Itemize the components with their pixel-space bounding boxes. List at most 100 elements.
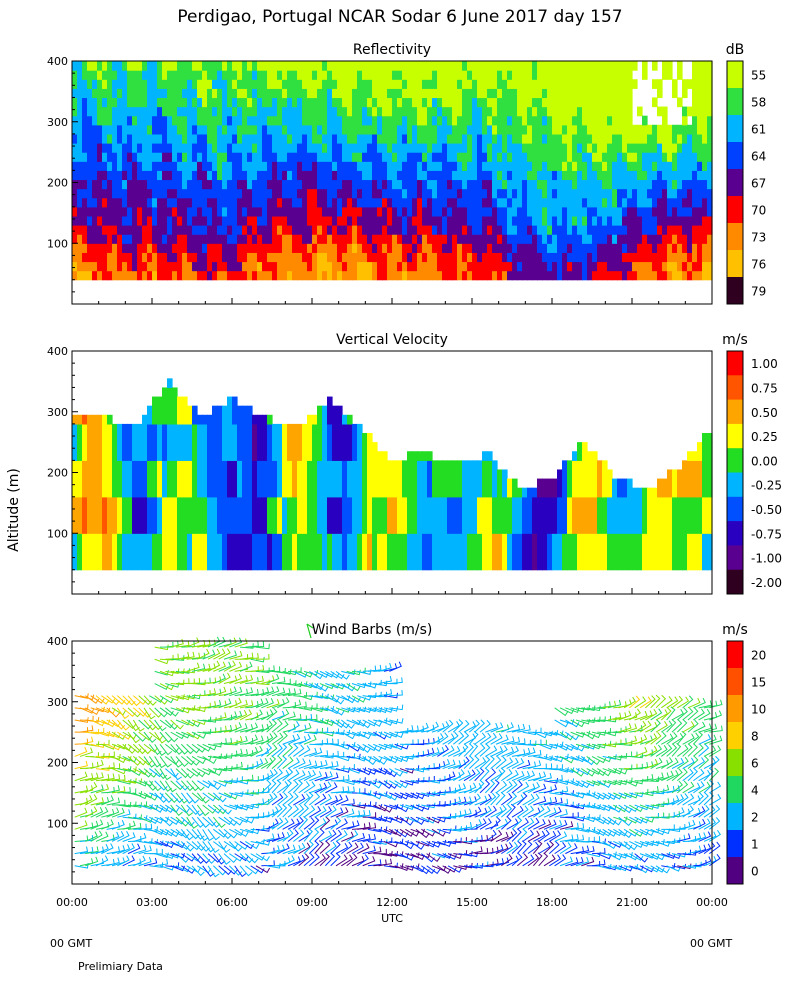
reflectivity-cell — [627, 252, 633, 263]
reflectivity-cell — [312, 261, 318, 272]
velocity-cell — [312, 487, 318, 498]
velocity-cell — [187, 487, 193, 498]
velocity-cell — [137, 487, 143, 498]
reflectivity-cell — [367, 206, 373, 217]
velocity-cell — [302, 505, 308, 516]
reflectivity-cell — [217, 61, 223, 71]
reflectivity-cell — [357, 243, 363, 253]
reflectivity-cell — [412, 106, 418, 117]
velocity-cell — [332, 414, 338, 425]
reflectivity-cell — [317, 115, 323, 126]
velocity-cell — [497, 515, 503, 525]
velocity-cell — [287, 423, 293, 434]
reflectivity-cell — [442, 215, 448, 226]
velocity-cell — [247, 469, 253, 480]
reflectivity-cell — [567, 234, 573, 244]
reflectivity-cell — [342, 188, 348, 199]
velocity-cell — [102, 451, 108, 461]
reflectivity-cell — [252, 243, 258, 253]
velocity-cell — [237, 542, 243, 553]
velocity-cell — [287, 505, 293, 516]
velocity-cell — [257, 487, 263, 498]
velocity-cell — [367, 451, 373, 461]
reflectivity-cell — [187, 252, 193, 263]
reflectivity-cell — [352, 234, 358, 244]
reflectivity-cell — [632, 243, 638, 253]
reflectivity-cell — [447, 206, 453, 217]
velocity-cell — [92, 487, 98, 498]
velocity-cell — [632, 515, 638, 525]
reflectivity-cell — [667, 197, 673, 208]
reflectivity-cell — [582, 97, 588, 108]
reflectivity-cell — [547, 188, 553, 199]
reflectivity-cell — [202, 243, 208, 253]
velocity-cell — [202, 423, 208, 434]
reflectivity-cell — [472, 61, 478, 71]
reflectivity-cell — [287, 225, 293, 235]
reflectivity-cell — [82, 252, 88, 263]
reflectivity-cell — [132, 188, 138, 199]
velocity-cell — [112, 505, 118, 516]
reflectivity-cell — [262, 252, 268, 263]
velocity-cell — [162, 496, 168, 507]
reflectivity-cell — [642, 161, 648, 171]
reflectivity-cell — [662, 252, 668, 263]
reflectivity-cell — [312, 124, 318, 135]
velocity-cell — [132, 487, 138, 498]
reflectivity-cell — [642, 61, 648, 71]
reflectivity-cell — [297, 152, 303, 162]
reflectivity-cell — [402, 143, 408, 153]
reflectivity-cell — [177, 106, 183, 117]
reflectivity-cell — [502, 97, 508, 108]
velocity-cell — [332, 533, 338, 543]
reflectivity-cell — [417, 152, 423, 162]
reflectivity-cell — [137, 261, 143, 272]
reflectivity-cell — [697, 197, 703, 208]
velocity-cell — [232, 433, 238, 443]
reflectivity-cell — [192, 70, 198, 80]
reflectivity-cell — [117, 161, 123, 171]
reflectivity-cell — [677, 124, 683, 135]
velocity-cell — [77, 460, 83, 471]
reflectivity-cell — [457, 124, 463, 135]
reflectivity-cell — [607, 206, 613, 217]
reflectivity-cell — [392, 115, 398, 126]
reflectivity-cell — [422, 61, 428, 71]
velocity-cell — [407, 515, 413, 525]
reflectivity-cell — [382, 197, 388, 208]
reflectivity-cell — [427, 61, 433, 71]
velocity-cell — [702, 478, 708, 489]
reflectivity-cell — [152, 188, 158, 199]
velocity-cell — [472, 560, 478, 571]
reflectivity-cell — [97, 197, 103, 208]
velocity-cell — [687, 542, 693, 553]
reflectivity-cell — [372, 206, 378, 217]
velocity-cell — [667, 524, 673, 534]
velocity-cell — [617, 478, 623, 489]
reflectivity-cell — [107, 170, 113, 181]
reflectivity-cell — [692, 115, 698, 126]
velocity-cell — [87, 442, 93, 452]
velocity-cell — [117, 469, 123, 480]
reflectivity-cell — [442, 97, 448, 108]
reflectivity-cell — [532, 88, 538, 99]
reflectivity-cell — [77, 143, 83, 153]
velocity-cell — [462, 460, 468, 471]
reflectivity-cell — [672, 88, 678, 99]
velocity-cell — [182, 515, 188, 525]
reflectivity-cell — [252, 97, 258, 108]
reflectivity-cell — [212, 270, 218, 281]
reflectivity-cell — [382, 124, 388, 135]
velocity-cell — [462, 542, 468, 553]
reflectivity-cell — [72, 197, 78, 208]
reflectivity-cell — [352, 243, 358, 253]
velocity-cell — [87, 505, 93, 516]
velocity-cell — [697, 451, 703, 461]
reflectivity-cell — [147, 215, 153, 226]
velocity-cell — [112, 524, 118, 534]
reflectivity-cell — [92, 197, 98, 208]
velocity-cell — [477, 533, 483, 543]
reflectivity-cell — [122, 115, 128, 126]
reflectivity-cell — [247, 143, 253, 153]
velocity-cell — [172, 542, 178, 553]
